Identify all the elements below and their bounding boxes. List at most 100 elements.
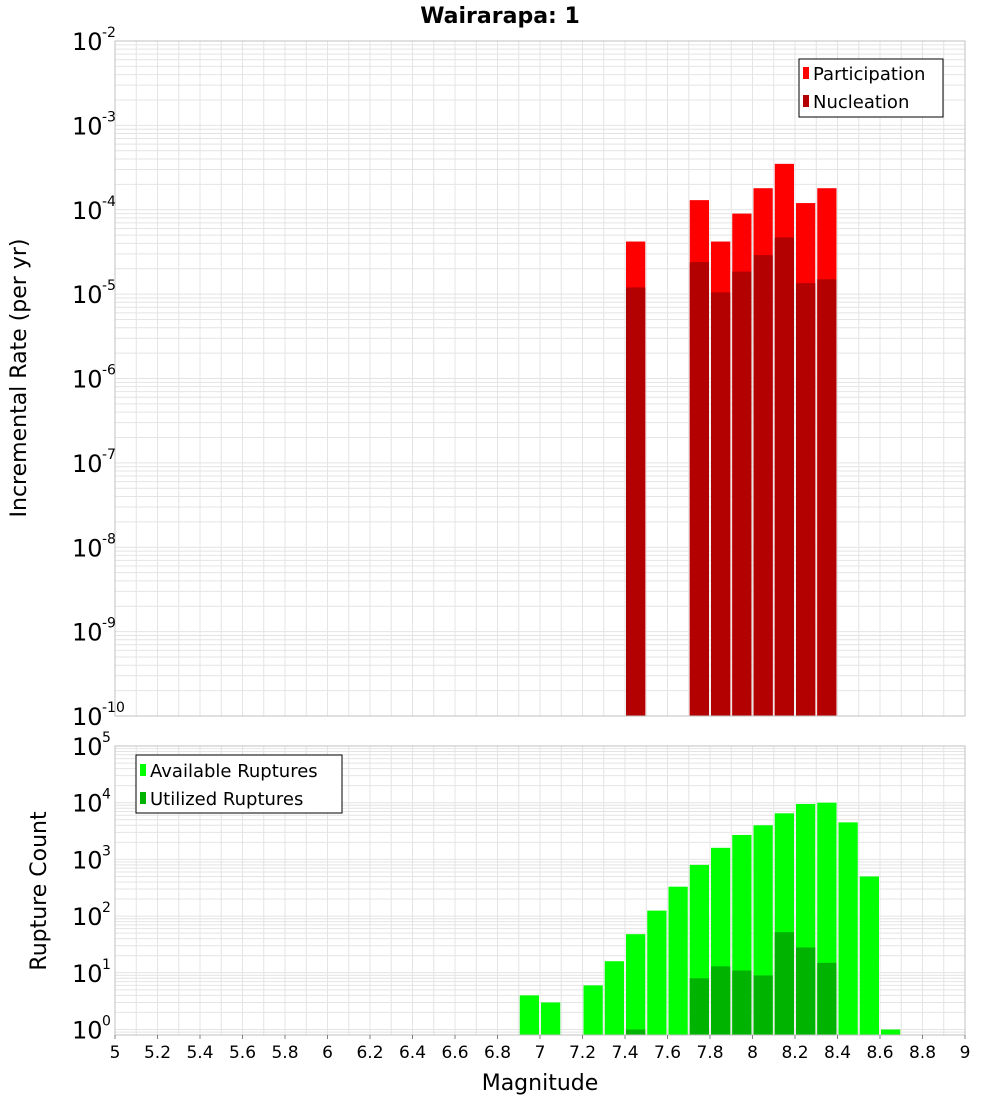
count-y-axis-label: Rupture Count [27, 811, 52, 971]
nucleation-bar [774, 237, 794, 716]
nucleation-bar [796, 283, 816, 716]
utilized-legend-label: Utilized Ruptures [150, 789, 303, 810]
count-y-tick-exponent: 4 [102, 787, 111, 803]
rate-y-tick-exponent: -8 [102, 531, 116, 547]
count-y-tick-exponent: 1 [102, 957, 111, 973]
count-legend-box [135, 754, 343, 814]
x-tick-label: 6.2 [356, 1043, 383, 1063]
count-y-tick-exponent: 5 [102, 730, 111, 746]
utilized-ruptures-bar [732, 970, 752, 1035]
nucleation-bar [711, 292, 731, 716]
rate-gridlines [114, 40, 966, 717]
x-tick-label: 8.8 [909, 1043, 936, 1063]
rate-y-tick-exponent: -3 [102, 109, 116, 125]
x-tick-label: 7.4 [611, 1043, 638, 1063]
chart-title: Wairarapa: 1 [420, 4, 580, 29]
available-ruptures-bar [541, 1002, 561, 1035]
available-ruptures-bar [647, 910, 667, 1035]
nucleation-legend-label: Nucleation [813, 92, 909, 113]
participation-legend-swatch [803, 67, 809, 79]
rate-y-tick-label: 10 [72, 366, 103, 394]
rate-plot-frame [114, 40, 966, 717]
rate-legend: Participation Nucleation [798, 58, 944, 118]
nucleation-bar [732, 271, 752, 716]
x-tick-label: 5.2 [144, 1043, 171, 1063]
utilized-ruptures-bar [689, 978, 709, 1035]
count-y-tick-exponent: 3 [102, 843, 111, 859]
rate-legend-box [798, 58, 944, 118]
utilized-ruptures-bar [774, 932, 794, 1035]
rate-y-axis-label: Incremental Rate (per yr) [7, 239, 32, 518]
rate-y-tick-label: 10 [72, 281, 103, 309]
x-tick-label: 8.4 [824, 1043, 851, 1063]
count-bars [519, 802, 901, 1035]
available-ruptures-bar [626, 934, 646, 1035]
available-ruptures-bar [583, 985, 603, 1035]
utilized-ruptures-bar [753, 975, 773, 1035]
rate-bars [626, 163, 837, 717]
magnitude-x-ticks: 5 5.2 5.4 5.6 5.8 6 6.2 6.4 6.6 6.8 7 7.2 7.4 7.6 7.8 8… [110, 1035, 971, 1063]
rate-y-tick-label: 10 [72, 703, 103, 731]
count-y-tick-label: 10 [72, 1017, 103, 1045]
count-y-tick-label: 10 [72, 903, 103, 931]
x-tick-label: 8.6 [866, 1043, 893, 1063]
nucleation-bar [689, 262, 709, 716]
x-tick-label: 5 [110, 1043, 121, 1063]
x-tick-label: 6 [322, 1043, 333, 1063]
nucleation-bar [817, 279, 837, 716]
rate-y-tick-label: 10 [72, 534, 103, 562]
x-tick-label: 6.4 [399, 1043, 426, 1063]
rate-y-tick-label: 10 [72, 619, 103, 647]
x-tick-label: 5.4 [186, 1043, 213, 1063]
count-y-tick-label: 10 [72, 846, 103, 874]
participation-legend-label: Participation [813, 64, 925, 85]
rate-y-tick-exponent: -9 [102, 616, 116, 632]
x-tick-label: 8 [747, 1043, 758, 1063]
rate-y-tick-label: 10 [72, 112, 103, 140]
x-tick-label: 6.6 [441, 1043, 468, 1063]
x-axis-label: Magnitude [482, 1071, 599, 1096]
x-tick-label: 5.6 [229, 1043, 256, 1063]
rate-y-tick-exponent: -5 [102, 278, 116, 294]
count-y-tick-exponent: 0 [102, 1014, 111, 1030]
count-legend: Available Ruptures Utilized Ruptures [135, 754, 343, 814]
count-y-tick-exponent: 2 [102, 900, 111, 916]
available-ruptures-bar [604, 961, 624, 1035]
nucleation-bar [753, 255, 773, 716]
rate-y-tick-exponent: -2 [102, 25, 116, 41]
nucleation-bar [626, 287, 646, 716]
rate-y-tick-label: 10 [72, 197, 103, 225]
utilized-ruptures-bar [796, 947, 816, 1035]
available-legend-swatch [140, 764, 146, 776]
available-ruptures-bar [519, 995, 539, 1035]
available-ruptures-bar [838, 822, 858, 1035]
rate-y-tick-exponent: -4 [102, 194, 116, 210]
x-tick-label: 5.8 [271, 1043, 298, 1063]
utilized-legend-swatch [140, 792, 146, 804]
utilized-ruptures-bar [817, 962, 837, 1035]
x-tick-label: 7 [535, 1043, 546, 1063]
utilized-ruptures-bar [626, 1029, 646, 1035]
rate-y-tick-label: 10 [72, 28, 103, 56]
nucleation-legend-swatch [803, 95, 809, 107]
rate-y-tick-label: 10 [72, 450, 103, 478]
rate-y-tick-exponent: -7 [102, 447, 116, 463]
x-tick-label: 8.2 [781, 1043, 808, 1063]
x-tick-label: 7.6 [654, 1043, 681, 1063]
available-ruptures-bar [881, 1029, 901, 1035]
available-legend-label: Available Ruptures [150, 761, 318, 782]
count-y-tick-label: 10 [72, 960, 103, 988]
x-tick-label: 9 [960, 1043, 971, 1063]
rate-y-tick-exponent: -6 [102, 363, 116, 379]
x-tick-label: 6.8 [484, 1043, 511, 1063]
rate-y-tick-exponent: -10 [102, 700, 125, 716]
x-tick-label: 7.8 [696, 1043, 723, 1063]
utilized-ruptures-bar [711, 966, 731, 1035]
x-tick-label: 7.2 [569, 1043, 596, 1063]
available-ruptures-bar [668, 886, 688, 1035]
count-y-tick-label: 10 [72, 733, 103, 761]
